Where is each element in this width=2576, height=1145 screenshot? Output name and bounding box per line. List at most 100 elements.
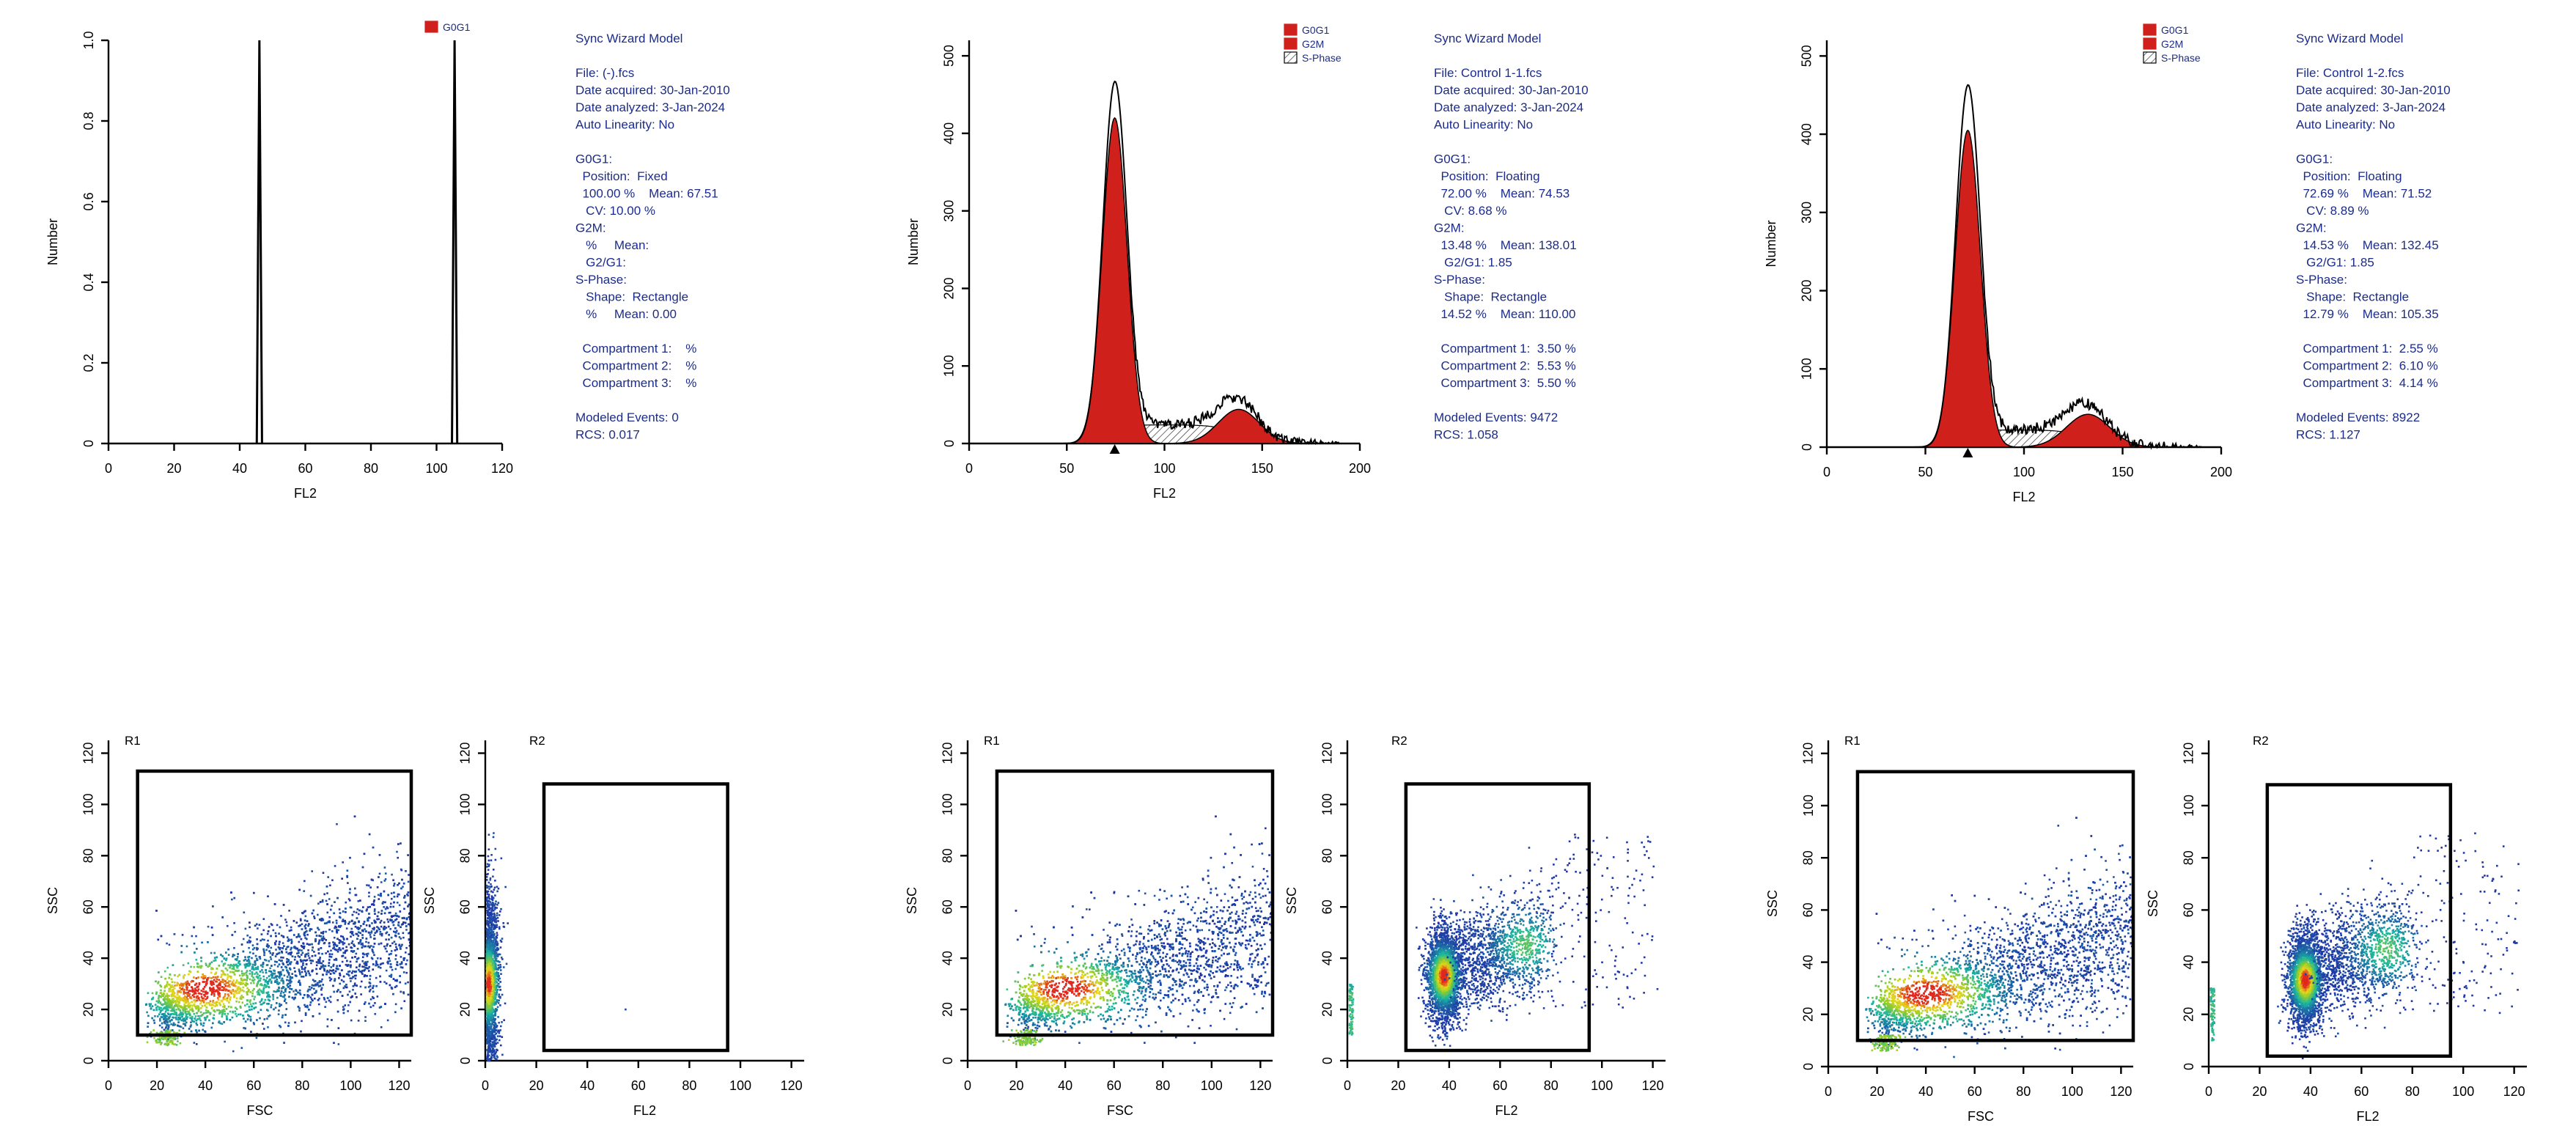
dot-fsc-1-event-dot (267, 991, 270, 993)
dot-fl2-1-y-tick-label: 100 (458, 793, 473, 815)
hist-1-spike (451, 40, 459, 444)
dot-fsc-1-event-dot (161, 1026, 163, 1029)
dot-fsc-1-event-dot (292, 990, 295, 993)
dot-fsc-1-event-dot (270, 958, 273, 960)
dot-fsc-1-event-dot (268, 999, 271, 1002)
dot-fsc-1-event-dot (160, 1043, 162, 1045)
dot-fsc-1-event-dot (306, 994, 309, 996)
dot-fsc-1-event-dot (188, 993, 191, 995)
hist-1-report-line: Modeled Events: 0 (575, 410, 679, 424)
dot-fsc-1-event-dot (200, 1023, 202, 1026)
dot-fsc-1-event-dot (351, 995, 353, 998)
dot-fsc-1-event-dot (195, 1019, 198, 1022)
dot-fsc-1-event-dot (267, 981, 269, 983)
dot-fsc-1-event-dot (224, 962, 227, 965)
dot-fsc-1-event-dot (264, 984, 266, 986)
dot-fsc-1-event-dot (164, 1038, 167, 1040)
dot-fsc-1-event-dot (302, 912, 304, 915)
dot-fsc-1-event-dot (353, 922, 356, 925)
dot-fsc-1-event-dot (250, 1031, 252, 1033)
dot-fl2-1-y-axis-label: SSC (422, 887, 437, 914)
dot-fsc-1-event-dot (202, 981, 205, 983)
dot-fsc-1-event-dot (336, 822, 338, 825)
dot-fsc-1-event-dot (207, 1009, 209, 1012)
dot-fsc-1-event-dot (361, 944, 364, 946)
dot-fsc-1-event-dot (185, 989, 188, 991)
dot-fsc-1-event-dot (400, 962, 403, 965)
dot-fsc-1-event-dot (164, 1022, 166, 1025)
dot-fsc-1-event-dot (271, 954, 274, 956)
dot-fsc-1-event-dot (227, 1012, 229, 1015)
dot-fsc-1-event-dot (155, 980, 157, 983)
dot-fsc-1-event-dot (150, 1031, 152, 1034)
dot-fsc-1-event-dot (180, 1026, 183, 1028)
dot-fsc-1-event-dot (208, 965, 210, 967)
dot-fsc-1-event-dot (213, 960, 215, 962)
dot-fsc-1-event-dot (199, 965, 202, 968)
dot-fsc-1-event-dot (333, 990, 335, 993)
dot-fsc-1-event-dot (314, 991, 317, 994)
dot-fsc-1-event-dot (172, 1037, 174, 1040)
dot-fsc-1-event-dot (217, 998, 220, 1001)
dot-fsc-1-event-dot (184, 982, 187, 985)
dot-fsc-1-event-dot (324, 965, 327, 968)
dot-fsc-1-event-dot (181, 934, 184, 936)
dot-fsc-1-event-dot (221, 978, 224, 981)
hist-3-y-tick-label: 200 (1800, 280, 1814, 302)
dot-fsc-1-event-dot (258, 974, 261, 977)
dot-fsc-1-gate-label: R1 (125, 734, 141, 748)
dot-fsc-1-event-dot (220, 954, 222, 957)
dot-fsc-1-event-dot (246, 1010, 249, 1012)
dot-fsc-1-event-dot (391, 919, 393, 921)
dot-fsc-1-event-dot (251, 966, 254, 968)
dot-fsc-1-event-dot (298, 982, 301, 984)
dot-fsc-1-event-dot (224, 988, 227, 990)
dot-fsc-1-event-dot (231, 898, 233, 901)
dot-fsc-1-event-dot (283, 1042, 285, 1044)
dot-fsc-1-event-dot (357, 957, 360, 960)
dot-fsc-1-event-dot (159, 1011, 162, 1014)
dot-fsc-1-event-dot (169, 1013, 172, 1016)
dot-fsc-1-event-dot (285, 1008, 288, 1010)
dot-fsc-1-event-dot (313, 916, 315, 918)
dot-fsc-1-event-dot (235, 959, 238, 962)
dot-fsc-1-event-dot (221, 955, 224, 957)
dot-fsc-1-event-dot (391, 987, 393, 990)
dot-fsc-1-event-dot (159, 992, 162, 995)
dot-fsc-1-event-dot (235, 1006, 237, 1009)
dot-fsc-1-event-dot (183, 990, 185, 993)
dot-fsc-1-event-dot (342, 918, 345, 921)
dot-fsc-1-event-dot (386, 1019, 389, 1022)
dot-fsc-1-event-dot (202, 973, 204, 976)
dot-fsc-1-event-dot (383, 906, 385, 908)
hist-2: 0 50 100 150 2000100200300400500FL2NumberG0G… (906, 23, 1589, 501)
dot-fsc-1-event-dot (259, 979, 262, 982)
dot-fsc-1-event-dot (360, 993, 362, 995)
dot-fsc-1-event-dot (341, 960, 344, 963)
hist-2-report-line: RCS: 1.058 (1434, 428, 1498, 442)
hist-3-report-line: 12.79 % Mean: 105.35 (2296, 307, 2439, 321)
dot-fsc-1-event-dot (180, 1006, 183, 1009)
dot-fsc-1-event-dot (169, 1003, 172, 1006)
dot-fsc-1-event-dot (266, 1002, 268, 1005)
dot-fsc-1-event-dot (373, 954, 375, 957)
dot-fsc-1-event-dot (155, 1000, 158, 1003)
dot-fsc-1-event-dot (303, 910, 306, 913)
dot-fsc-1-event-dot (191, 935, 194, 938)
dot-fsc-1-event-dot (369, 925, 371, 927)
dot-fsc-1-event-dot (244, 1020, 247, 1023)
dot-fsc-1-event-dot (347, 882, 349, 884)
dot-fsc-1-event-dot (173, 1013, 175, 1015)
dot-fsc-1-event-dot (181, 1012, 184, 1015)
dot-fsc-1-event-dot (380, 919, 383, 922)
dot-fsc-1-event-dot (206, 1015, 209, 1017)
dot-fsc-1-event-dot (173, 1000, 175, 1003)
dot-fsc-1-event-dot (156, 1005, 159, 1008)
dot-fsc-1-event-dot (342, 954, 345, 957)
dot-fsc-1-event-dot (248, 955, 251, 958)
dot-fsc-1-event-dot (375, 984, 378, 987)
dot-fsc-1-event-dot (229, 966, 231, 969)
dot-fsc-1-event-dot (376, 918, 378, 921)
dot-fsc-1-event-dot (392, 993, 394, 995)
dot-fsc-1-event-dot (166, 1039, 169, 1042)
